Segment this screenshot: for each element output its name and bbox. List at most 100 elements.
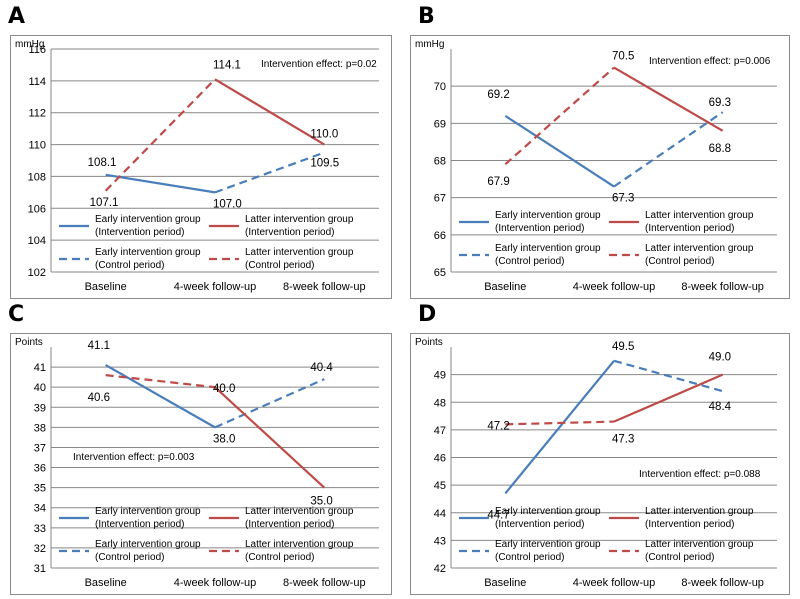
y-tick-label: 114: [28, 76, 46, 88]
y-tick-label: 108: [28, 171, 46, 183]
panel-letter-d: D: [418, 302, 437, 327]
x-tick-label: 4-week follow-up: [174, 281, 257, 293]
series-line-2: [613, 373, 724, 423]
y-tick-label: 48: [434, 397, 446, 409]
data-label: 41.1: [88, 340, 110, 352]
x-tick-label: 8-week follow-up: [681, 281, 764, 293]
y-tick-label: 31: [34, 563, 46, 575]
series-line-0: [504, 360, 615, 495]
y-tick-label: 38: [34, 422, 46, 434]
y-tick-label: 116: [28, 44, 46, 56]
legend-label: (Intervention period): [495, 223, 585, 234]
legend-label: Latter intervention group: [245, 214, 354, 225]
legend-label: Early intervention group: [495, 539, 601, 550]
y-tick-label: 65: [434, 267, 446, 279]
y-tick-label: 36: [34, 463, 46, 475]
data-label: 68.8: [709, 143, 731, 155]
y-tick-label: 45: [434, 480, 446, 492]
series-line-3: [504, 66, 615, 166]
y-tick-label: 110: [28, 140, 46, 152]
data-label: 40.4: [310, 362, 333, 374]
series-line-3: [105, 374, 216, 389]
y-tick-label: 43: [434, 535, 446, 547]
y-axis-label: mmHg: [415, 39, 444, 50]
series-line-1: [214, 151, 325, 194]
y-axis-label: mmHg: [15, 39, 44, 50]
legend-label: (Control period): [495, 256, 564, 267]
series-line-2: [613, 66, 724, 132]
legend-label: Early intervention group: [495, 243, 601, 254]
data-label: 48.4: [709, 401, 732, 413]
legend-label: Early intervention group: [95, 214, 201, 225]
x-tick-label: Baseline: [85, 577, 127, 589]
data-label: 49.5: [612, 341, 634, 353]
legend-label: Latter intervention group: [245, 247, 354, 258]
legend-label: (Intervention period): [95, 519, 185, 530]
y-tick-label: 104: [28, 235, 46, 247]
data-label: 47.2: [487, 420, 509, 432]
data-label: 108.1: [88, 157, 117, 169]
legend-label: Latter intervention group: [645, 210, 754, 221]
x-tick-label: 8-week follow-up: [283, 577, 366, 589]
y-tick-label: 102: [28, 267, 46, 279]
y-tick-label: 39: [34, 402, 46, 414]
data-label: 40.6: [88, 392, 110, 404]
series-line-0: [105, 364, 216, 429]
legend-label: Early intervention group: [95, 539, 201, 550]
legend-label: (Intervention period): [95, 227, 185, 238]
y-tick-label: 34: [34, 503, 46, 515]
x-tick-label: 8-week follow-up: [681, 577, 764, 589]
y-tick-label: 44: [434, 508, 446, 520]
data-label: 69.3: [709, 97, 731, 109]
legend-label: (Intervention period): [245, 519, 335, 530]
y-tick-label: 33: [34, 523, 46, 535]
intervention-effect-annotation: Intervention effect: p=0.006: [649, 56, 771, 67]
y-tick-label: 32: [34, 543, 46, 555]
legend-label: (Intervention period): [245, 227, 335, 238]
x-tick-label: 4-week follow-up: [573, 281, 656, 293]
y-tick-label: 40: [34, 382, 46, 394]
data-label: 70.5: [612, 51, 634, 63]
series-line-0: [504, 114, 615, 188]
legend-label: Latter intervention group: [645, 243, 754, 254]
y-tick-label: 67: [434, 193, 446, 205]
y-tick-label: 37: [34, 442, 46, 454]
legend-label: (Control period): [495, 552, 564, 563]
data-label: 107.0: [213, 198, 242, 210]
data-label: 44.7: [487, 509, 509, 521]
series-line-1: [613, 359, 723, 393]
chart-panel-d: 42 43 44 45 46 47 48 49 Points Baseline 4-week fol…: [410, 333, 790, 595]
legend-label: (Control period): [645, 552, 714, 563]
data-label: 69.2: [487, 89, 509, 101]
legend-label: Latter intervention group: [645, 539, 754, 550]
legend-label: (Control period): [245, 552, 314, 563]
y-tick-label: 112: [28, 108, 46, 120]
legend-label: Latter intervention group: [245, 539, 354, 550]
y-tick-label: 68: [434, 156, 446, 168]
panel-letter-a: A: [8, 4, 26, 29]
chart-svg-b: 65 66 67 68 69 70 mmHg Baseline 4-week follow-up…: [415, 39, 777, 293]
data-label: 38.0: [213, 433, 235, 445]
data-label: 40.0: [213, 383, 235, 395]
series-line-2: [214, 78, 325, 146]
chart-panel-c: 31 32 33 34 35 36 37 38 39 40 41 Points Baseline 4-we…: [10, 333, 392, 595]
legend-label: (Control period): [95, 552, 164, 563]
chart-svg-c: 31 32 33 34 35 36 37 38 39 40 41 Points Baseline 4-we…: [15, 337, 379, 589]
legend-label: Early intervention group: [495, 506, 601, 517]
data-label: 49.0: [709, 352, 731, 364]
legend-label: (Intervention period): [645, 223, 735, 234]
y-tick-label: 41: [34, 362, 46, 374]
panel-letter-c: C: [8, 302, 25, 327]
y-tick-label: 46: [434, 453, 446, 465]
series-line-3: [505, 420, 615, 426]
x-tick-label: 4-week follow-up: [573, 577, 656, 589]
data-label: 67.9: [487, 176, 509, 188]
legend-label: (Control period): [245, 260, 314, 271]
legend-label: (Control period): [645, 256, 714, 267]
x-tick-label: Baseline: [484, 577, 526, 589]
series-line-2: [214, 386, 326, 489]
legend-label: (Intervention period): [495, 519, 585, 530]
panel-letter-b: B: [418, 4, 435, 29]
series-line-3: [104, 78, 216, 192]
